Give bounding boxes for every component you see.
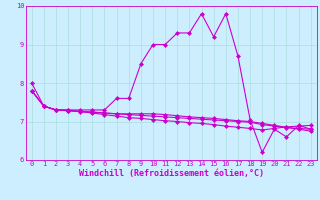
X-axis label: Windchill (Refroidissement éolien,°C): Windchill (Refroidissement éolien,°C) (79, 169, 264, 178)
